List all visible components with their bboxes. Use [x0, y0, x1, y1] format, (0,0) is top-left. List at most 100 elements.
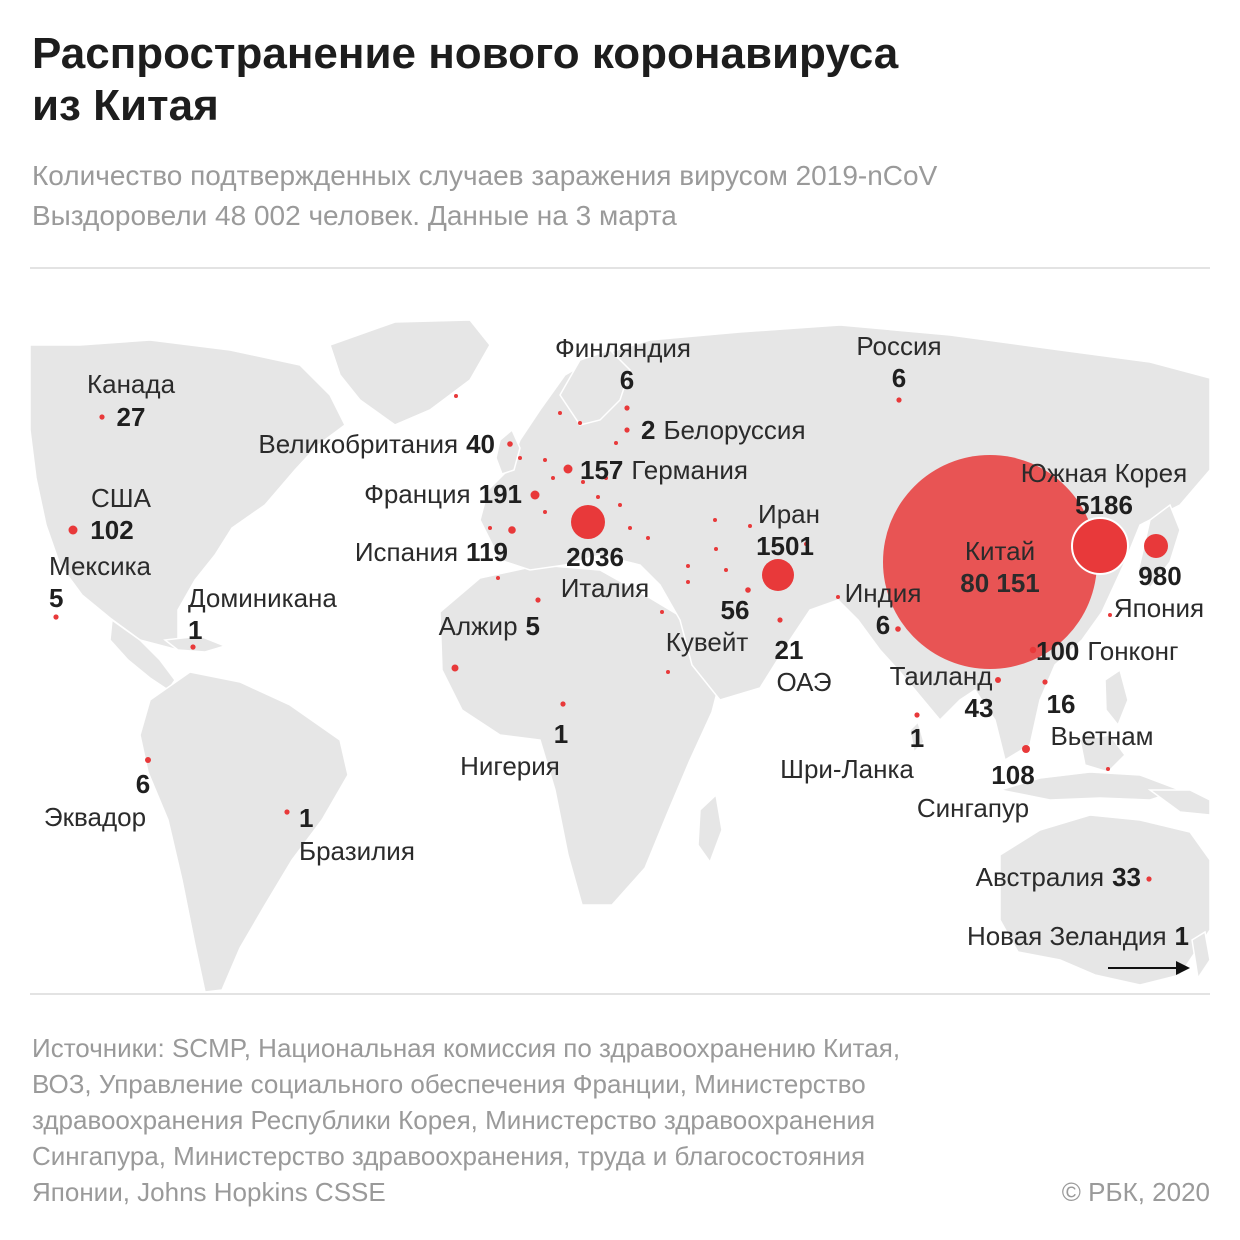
- label-algeria: Алжир 5: [439, 611, 540, 641]
- marker-dot: [604, 476, 608, 480]
- label-usa-cases: 102: [90, 515, 133, 545]
- sources-line-3: здравоохранения Республики Корея, Минист…: [32, 1105, 876, 1135]
- land-australia: [999, 814, 1211, 986]
- marker-canada: [99, 414, 105, 420]
- label-france-cases: 191: [479, 479, 522, 509]
- labels-asia: Иран 1501 56 Кувейт 21 ОАЭ Россия 6 Инди…: [666, 331, 1204, 951]
- label-china-cases: 80 151: [960, 568, 1040, 598]
- label-vietnam-name: Вьетнам: [1050, 721, 1153, 751]
- label-new-zealand-name: Новая Зеландия: [967, 921, 1167, 951]
- label-belarus-name: Белоруссия: [663, 415, 805, 445]
- label-uae-name: ОАЭ: [776, 667, 831, 697]
- label-dominican-cases: 1: [188, 615, 202, 645]
- copyright: © РБК, 2020: [1061, 1177, 1210, 1207]
- label-finland-cases: 6: [620, 365, 634, 395]
- marker-italy: [571, 505, 605, 539]
- label-south-korea-name: Южная Корея: [1021, 458, 1187, 488]
- label-australia-name: Австралия: [976, 862, 1104, 892]
- markers-large: [571, 455, 1168, 669]
- land-new-zealand: [1191, 930, 1211, 981]
- marker-algeria: [535, 597, 541, 603]
- marker-south-korea: [1071, 517, 1129, 575]
- marker-ecuador: [145, 757, 151, 763]
- markers-small: [53, 394, 1152, 882]
- land-madagascar: [697, 793, 723, 864]
- sources-line-1: Источники: SCMP, Национальная комиссия п…: [32, 1033, 901, 1063]
- land-uk: [495, 428, 521, 475]
- sources-line-4: Сингапура, Министерство здравоохранения,…: [32, 1141, 866, 1171]
- marker-uk: [507, 441, 513, 447]
- sources-line-2: ВОЗ, Управление социального обеспечения …: [32, 1069, 866, 1099]
- label-australia-cases: 33: [1112, 862, 1141, 892]
- land-greenland: [329, 319, 491, 426]
- marker-dot: [578, 421, 582, 425]
- labels-europe-africa: Великобритания 40 Франция 191 Испания 119 А…: [258, 333, 805, 781]
- marker-dot: [543, 458, 547, 462]
- marker-belarus: [624, 427, 630, 433]
- label-spain-name: Испания: [355, 537, 458, 567]
- label-nigeria-cases: 1: [554, 719, 568, 749]
- label-japan-cases: 980: [1138, 561, 1181, 591]
- label-sri-lanka-name: Шри-Ланка: [780, 754, 914, 784]
- label-spain-cases: 119: [466, 537, 508, 567]
- labels-americas: Канада 27 США 102 Мексика 5 Доминикана 1…: [44, 369, 415, 866]
- label-uae-cases: 21: [775, 635, 804, 665]
- label-hong-kong: 100 Гонконг: [1036, 636, 1179, 666]
- marker-thailand: [995, 677, 1001, 683]
- label-japan-name: Япония: [1114, 593, 1204, 623]
- label-new-zealand-cases: 1: [1175, 921, 1189, 951]
- marker-finland: [624, 405, 630, 411]
- label-new-zealand: Новая Зеландия 1: [967, 921, 1189, 951]
- label-canada-cases: 27: [117, 402, 146, 432]
- marker-spain: [508, 526, 516, 534]
- land-south-america: [139, 671, 349, 993]
- label-russia-cases: 6: [892, 363, 906, 393]
- land-caribbean: [163, 635, 228, 653]
- marker-dot: [713, 518, 717, 522]
- marker-dot: [1106, 767, 1110, 771]
- label-france: Франция 191: [364, 479, 522, 509]
- label-belarus: 2 Белоруссия: [641, 415, 806, 445]
- label-finland-name: Финляндия: [555, 333, 691, 363]
- marker-dot: [724, 568, 728, 572]
- label-uk: Великобритания 40: [258, 429, 495, 459]
- label-germany-name: Германия: [631, 455, 748, 485]
- label-france-name: Франция: [364, 479, 471, 509]
- marker-dot: [686, 580, 690, 584]
- marker-dot: [660, 610, 664, 614]
- marker-australia: [1146, 876, 1152, 882]
- label-nigeria-name: Нигерия: [460, 751, 560, 781]
- label-brazil-cases: 1: [299, 803, 313, 833]
- label-mexico-cases: 5: [49, 583, 63, 613]
- marker-brazil: [284, 809, 290, 815]
- top-divider: [30, 267, 1210, 269]
- label-kuwait-name: Кувейт: [666, 627, 749, 657]
- marker-dot: [551, 476, 555, 480]
- label-algeria-name: Алжир: [439, 611, 518, 641]
- label-thailand-cases: 43: [965, 693, 994, 723]
- label-iran-name: Иран: [758, 499, 820, 529]
- marker-france: [530, 490, 540, 500]
- page-title: Распространение нового коронавируса из К…: [32, 28, 1212, 132]
- label-australia: Австралия 33: [976, 862, 1141, 892]
- label-hong-kong-cases: 100: [1036, 636, 1079, 666]
- title-line-2: из Китая: [32, 81, 219, 130]
- sources-text: Источники: SCMP, Национальная комиссия п…: [32, 1030, 1032, 1210]
- title-line-1: Распространение нового коронавируса: [32, 29, 899, 78]
- label-india-cases: 6: [876, 610, 890, 640]
- marker-uae: [777, 617, 783, 623]
- label-singapore-name: Сингапур: [917, 793, 1029, 823]
- marker-usa: [68, 525, 78, 535]
- marker-dot: [581, 480, 585, 484]
- marker-russia: [896, 397, 902, 403]
- marker-dot: [618, 503, 622, 507]
- marker-dot: [614, 441, 618, 445]
- marker-germany: [563, 464, 573, 474]
- label-ecuador-name: Эквадор: [44, 802, 146, 832]
- sources-line-5: Японии, Johns Hopkins CSSE: [32, 1177, 386, 1207]
- label-belarus-cases: 2: [641, 415, 655, 445]
- label-mexico-name: Мексика: [49, 551, 152, 581]
- land-sri-lanka: [909, 720, 925, 754]
- marker-dot: [451, 664, 459, 672]
